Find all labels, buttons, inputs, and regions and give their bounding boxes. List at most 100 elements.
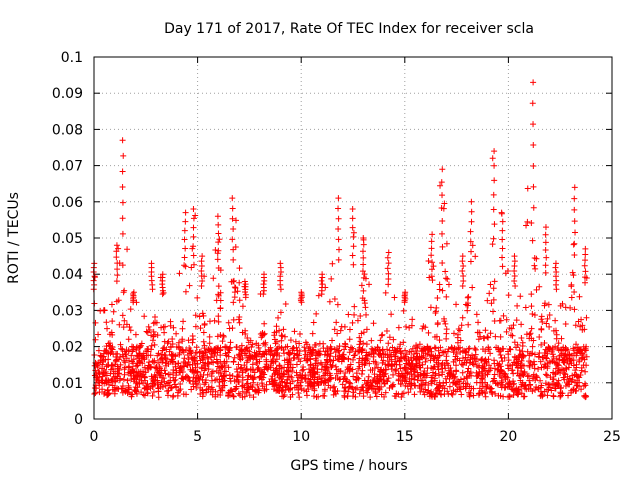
data-point bbox=[95, 331, 102, 338]
data-point bbox=[498, 377, 505, 384]
data-point bbox=[376, 386, 383, 393]
data-point bbox=[243, 366, 250, 373]
data-point bbox=[108, 362, 115, 369]
data-point bbox=[374, 364, 381, 371]
data-point bbox=[420, 323, 427, 330]
data-point bbox=[327, 350, 334, 357]
data-point bbox=[331, 387, 338, 394]
data-point bbox=[568, 283, 575, 290]
data-point bbox=[217, 392, 224, 399]
data-point bbox=[533, 286, 540, 293]
data-point bbox=[366, 383, 373, 390]
data-point bbox=[573, 364, 580, 371]
data-point bbox=[407, 380, 414, 387]
peak-point bbox=[101, 307, 108, 314]
peak-point bbox=[190, 261, 197, 268]
data-point bbox=[429, 377, 436, 384]
data-point bbox=[367, 367, 374, 374]
data-point bbox=[413, 342, 420, 349]
data-point bbox=[304, 356, 311, 363]
data-point bbox=[144, 380, 151, 387]
peak-point bbox=[439, 166, 446, 173]
data-point bbox=[336, 356, 343, 363]
data-point bbox=[188, 264, 195, 271]
data-point bbox=[416, 383, 423, 390]
data-point bbox=[570, 272, 577, 279]
data-point bbox=[95, 347, 102, 354]
data-point bbox=[222, 362, 228, 369]
data-point bbox=[326, 298, 333, 305]
data-point bbox=[262, 341, 269, 348]
data-point bbox=[192, 212, 199, 219]
axis-ticks: 0 0.01 0.02 0.03 0.04 0.05 0.06 0.07 0.08 0.09 0.1… bbox=[52, 50, 621, 445]
data-point bbox=[416, 364, 423, 371]
data-point bbox=[539, 318, 546, 325]
data-point bbox=[516, 347, 523, 354]
data-point bbox=[369, 346, 376, 353]
data-point bbox=[525, 385, 532, 392]
peak-point bbox=[261, 277, 268, 284]
data-point bbox=[123, 355, 130, 362]
data-point bbox=[578, 350, 585, 357]
data-point bbox=[226, 325, 233, 332]
data-point bbox=[277, 309, 284, 316]
data-point bbox=[530, 358, 537, 365]
data-point bbox=[128, 343, 135, 350]
data-point bbox=[236, 314, 243, 321]
data-point bbox=[179, 325, 186, 332]
peak-point bbox=[350, 233, 357, 240]
data-point bbox=[557, 302, 564, 309]
data-point bbox=[384, 352, 391, 359]
data-point bbox=[192, 312, 199, 319]
data-point bbox=[517, 293, 524, 300]
data-point bbox=[360, 340, 367, 347]
data-point bbox=[218, 386, 225, 393]
peak-point bbox=[360, 274, 367, 281]
data-point bbox=[103, 343, 110, 350]
data-point bbox=[220, 372, 227, 379]
data-point bbox=[293, 344, 300, 351]
data-point bbox=[360, 393, 367, 400]
data-point bbox=[518, 334, 525, 341]
data-point bbox=[470, 392, 477, 399]
data-point bbox=[472, 253, 479, 260]
data-point bbox=[352, 393, 359, 400]
data-point bbox=[376, 371, 383, 378]
data-point bbox=[217, 369, 224, 376]
data-point bbox=[377, 350, 384, 357]
peak-point bbox=[491, 148, 498, 155]
data-point bbox=[579, 354, 586, 361]
data-point bbox=[202, 359, 209, 366]
data-point bbox=[269, 380, 276, 387]
data-point bbox=[514, 341, 521, 348]
data-point bbox=[545, 381, 552, 388]
data-point bbox=[251, 353, 258, 360]
data-point bbox=[561, 370, 568, 377]
data-point bbox=[461, 347, 468, 354]
data-point bbox=[350, 389, 357, 396]
data-point bbox=[347, 361, 354, 368]
data-point bbox=[450, 349, 457, 356]
data-point bbox=[382, 380, 389, 387]
data-point bbox=[442, 348, 449, 355]
data-point bbox=[236, 279, 243, 286]
data-point bbox=[134, 353, 141, 360]
data-point bbox=[578, 386, 585, 393]
data-point bbox=[482, 393, 489, 400]
data-point bbox=[109, 386, 116, 393]
data-point bbox=[464, 302, 471, 309]
data-point bbox=[358, 282, 365, 289]
data-point bbox=[435, 366, 442, 373]
peak-point bbox=[571, 252, 578, 259]
data-point bbox=[565, 392, 572, 399]
data-point bbox=[231, 289, 238, 296]
data-point bbox=[506, 324, 513, 331]
data-point bbox=[427, 390, 434, 397]
peak-point bbox=[459, 258, 466, 265]
data-point bbox=[547, 374, 554, 381]
data-point bbox=[158, 379, 165, 386]
data-point bbox=[474, 362, 481, 369]
data-point bbox=[272, 347, 279, 354]
data-point bbox=[371, 371, 378, 378]
data-point bbox=[230, 358, 237, 365]
